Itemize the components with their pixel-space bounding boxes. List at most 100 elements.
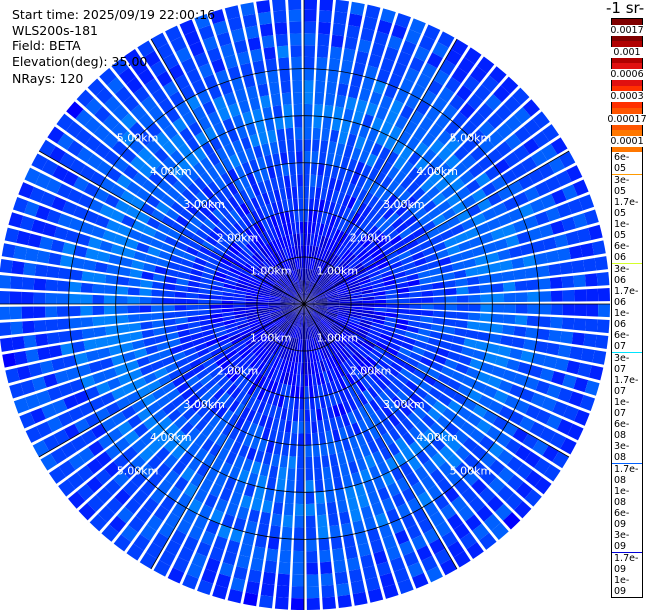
range-gate-cell xyxy=(394,276,408,284)
range-gate-cell xyxy=(38,139,56,157)
range-gate-cell xyxy=(280,151,288,165)
range-gate-cell xyxy=(488,477,506,494)
range-gate-cell xyxy=(113,471,130,488)
range-gate-cell xyxy=(287,312,297,322)
range-gate-cell xyxy=(304,304,312,314)
range-gate-cell xyxy=(417,270,431,279)
range-gate-cell xyxy=(339,305,352,309)
colorbar: 0.0017 0.001 0.0006 0.0003 0.00017 0.0001 6e-0… xyxy=(605,18,649,598)
range-gate-cell xyxy=(276,332,285,344)
range-gate-cell xyxy=(282,235,289,249)
range-gate-cell xyxy=(273,189,282,202)
range-gate-cell xyxy=(433,241,447,253)
range-gate-cell xyxy=(319,277,329,288)
range-gate-cell xyxy=(322,371,330,384)
range-gate-cell xyxy=(221,423,234,437)
range-gate-cell xyxy=(529,198,545,214)
range-gate-cell xyxy=(432,317,445,325)
range-gate-cell xyxy=(427,484,443,501)
range-gate-cell xyxy=(256,474,268,489)
range-gate-cell xyxy=(408,201,422,215)
range-gate-cell xyxy=(424,253,438,263)
range-gate-cell xyxy=(360,285,373,292)
range-gate-cell xyxy=(195,131,209,147)
range-gate-cell xyxy=(534,211,550,226)
range-gate-cell xyxy=(483,242,497,254)
range-gate-cell xyxy=(78,447,95,464)
range-gate-cell xyxy=(342,474,353,488)
range-gate-cell xyxy=(147,455,163,471)
range-gate-cell xyxy=(202,452,216,468)
range-gate-cell xyxy=(503,314,516,325)
range-gate-cell xyxy=(304,304,309,316)
range-gate-cell xyxy=(374,304,387,308)
range-gate-cell xyxy=(192,262,205,272)
range-gate-cell xyxy=(298,315,302,328)
range-gate-cell xyxy=(296,456,304,469)
range-gate-cell xyxy=(260,283,273,290)
range-gate-cell xyxy=(175,284,188,292)
range-gate-cell xyxy=(322,466,332,480)
range-gate-cell xyxy=(409,351,423,362)
range-gate-cell xyxy=(363,259,375,269)
range-gate-cell xyxy=(230,28,246,43)
range-gate-cell xyxy=(316,274,325,285)
range-gate-cell xyxy=(401,40,417,56)
range-gate-cell xyxy=(390,99,404,115)
range-gate-cell xyxy=(368,270,381,279)
range-gate-cell xyxy=(350,306,363,310)
range-gate-cell xyxy=(113,534,132,552)
range-gate-cell xyxy=(398,130,412,146)
range-gate-cell xyxy=(255,120,266,134)
range-gate-cell xyxy=(283,432,291,445)
range-gate-cell xyxy=(433,380,447,393)
range-gate-cell xyxy=(225,249,237,260)
range-gate-cell xyxy=(49,146,66,163)
range-gate-cell xyxy=(497,249,511,261)
range-gate-cell xyxy=(150,60,167,77)
range-gate-cell xyxy=(116,276,130,286)
range-gate-cell xyxy=(280,383,287,397)
range-gate-cell xyxy=(393,155,407,170)
range-gate-cell xyxy=(304,280,307,293)
range-gate-cell xyxy=(249,356,260,369)
range-gate-cell xyxy=(414,172,428,187)
range-gate-cell xyxy=(403,195,417,209)
range-gate-cell xyxy=(514,445,532,462)
range-gate-cell xyxy=(166,187,181,201)
range-gate-cell xyxy=(337,451,347,465)
range-gate-cell xyxy=(528,364,543,379)
range-gate-cell xyxy=(333,559,347,573)
range-gate-cell xyxy=(191,552,207,568)
range-gate-cell xyxy=(224,5,241,20)
range-gate-cell xyxy=(108,344,123,356)
range-gate-cell xyxy=(381,432,394,446)
range-gate-cell xyxy=(285,127,294,141)
elevation-text: Elevation(deg): 35.00 xyxy=(12,54,148,69)
range-gate-cell xyxy=(393,408,407,422)
range-gate-cell xyxy=(296,233,301,246)
colorbar-cell: 1.7e-05 xyxy=(612,196,642,220)
range-gate-cell xyxy=(506,474,524,492)
range-gate-cell xyxy=(386,229,399,241)
range-gate-cell xyxy=(275,382,283,395)
range-gate-cell xyxy=(65,120,83,138)
range-gate-cell xyxy=(231,77,245,92)
range-gate-cell xyxy=(392,378,405,390)
range-gate-cell xyxy=(304,304,313,313)
range-gate-cell xyxy=(333,353,343,365)
range-gate-cell xyxy=(68,491,86,509)
range-gate-cell xyxy=(240,136,252,151)
range-gate-cell xyxy=(182,573,199,590)
range-gate-cell xyxy=(280,304,293,307)
range-gate-cell xyxy=(268,304,281,306)
range-gate-cell xyxy=(129,268,143,279)
range-gate-cell xyxy=(149,423,165,438)
range-gate-cell xyxy=(366,208,378,222)
range-gate-cell xyxy=(304,304,316,309)
range-gate-cell xyxy=(380,189,392,203)
range-gate-cell xyxy=(16,230,31,246)
range-gate-cell xyxy=(227,245,240,256)
range-gate-cell xyxy=(257,401,267,414)
range-gate-cell xyxy=(391,492,406,508)
